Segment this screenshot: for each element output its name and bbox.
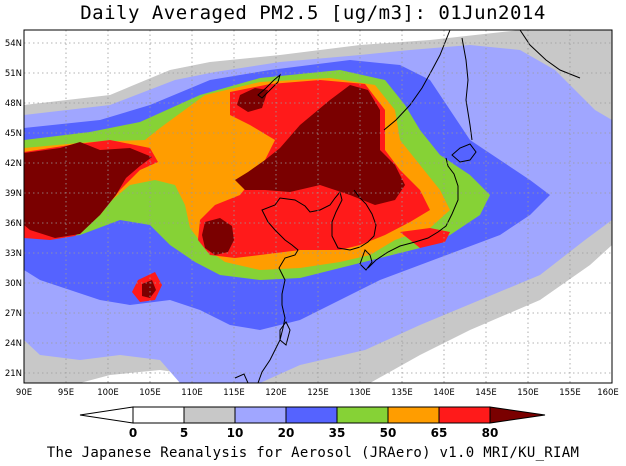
lat-label: 51N bbox=[5, 69, 22, 79]
lon-label: 140E bbox=[433, 388, 455, 398]
credit-line: The Japanese Reanalysis for Aerosol (JRA… bbox=[46, 445, 580, 461]
colorbar-segment bbox=[183, 406, 236, 424]
colorbar-label: 35 bbox=[329, 426, 346, 440]
lon-label: 135E bbox=[391, 388, 413, 398]
lat-label: 39N bbox=[5, 189, 22, 199]
colorbar bbox=[79, 406, 546, 424]
lon-label: 115E bbox=[223, 388, 245, 398]
colorbar-label: 20 bbox=[278, 426, 295, 440]
colorbar-label: 5 bbox=[180, 426, 188, 440]
colorbar-segment bbox=[336, 406, 389, 424]
russia-coast bbox=[383, 30, 451, 131]
colorbar-segment bbox=[438, 406, 491, 424]
colorbar-label: 0 bbox=[129, 426, 137, 440]
lon-axis-labels: 90E 95E 100E 105E 110E 115E 120E 125E 13… bbox=[16, 388, 619, 398]
lat-label: 21N bbox=[5, 369, 22, 379]
lon-label: 160E bbox=[597, 388, 619, 398]
map-frame bbox=[23, 29, 613, 384]
band-above-80 bbox=[24, 85, 405, 298]
coastlines bbox=[234, 30, 581, 383]
lat-label: 27N bbox=[5, 309, 22, 319]
lon-label: 145E bbox=[475, 388, 497, 398]
colorbar-upper-triangle bbox=[489, 406, 546, 424]
colorbar-segment bbox=[387, 406, 440, 424]
lat-label: 30N bbox=[5, 279, 22, 289]
lat-label: 54N bbox=[5, 39, 22, 49]
colorbar-segment bbox=[234, 406, 287, 424]
colorbar-label: 50 bbox=[380, 426, 397, 440]
colorbar-segment bbox=[132, 406, 185, 424]
lon-label: 150E bbox=[517, 388, 539, 398]
lon-label: 90E bbox=[16, 388, 32, 398]
gridlines bbox=[24, 30, 612, 383]
japan-hokkaido bbox=[451, 143, 477, 163]
japan-honshu bbox=[367, 157, 459, 269]
colorbar-label: 65 bbox=[431, 426, 448, 440]
lat-label: 24N bbox=[5, 339, 22, 349]
lat-label: 42N bbox=[5, 159, 22, 169]
lon-label: 130E bbox=[349, 388, 371, 398]
colorbar-lower-triangle bbox=[79, 406, 134, 424]
lon-label: 105E bbox=[139, 388, 161, 398]
map-title: Daily Averaged PM2.5 [ug/m3]: 01Jun2014 bbox=[80, 2, 546, 24]
lon-label: 110E bbox=[181, 388, 203, 398]
lake-baikal bbox=[257, 73, 281, 99]
colorbar-segment bbox=[285, 406, 338, 424]
lat-label: 48N bbox=[5, 99, 22, 109]
colorbar-label: 80 bbox=[482, 426, 499, 440]
lat-label: 36N bbox=[5, 219, 22, 229]
colorbar-labels: 0 5 10 20 35 50 65 80 bbox=[129, 426, 499, 440]
lat-axis-labels: 21N 24N 27N 30N 33N 36N 39N 42N 45N 48N … bbox=[5, 39, 22, 379]
lon-label: 95E bbox=[58, 388, 74, 398]
lon-label: 120E bbox=[265, 388, 287, 398]
concentration-field bbox=[24, 30, 612, 383]
taiwan bbox=[279, 321, 291, 346]
colorbar-label: 10 bbox=[227, 426, 244, 440]
lon-label: 125E bbox=[307, 388, 329, 398]
lat-label: 33N bbox=[5, 249, 22, 259]
hainan bbox=[234, 373, 249, 383]
lat-label: 45N bbox=[5, 129, 22, 139]
lon-label: 155E bbox=[559, 388, 581, 398]
china-coastline bbox=[257, 191, 341, 383]
sakhalin bbox=[461, 37, 473, 141]
kamchatka-coast bbox=[519, 30, 581, 79]
lon-label: 100E bbox=[97, 388, 119, 398]
japan-kyushu bbox=[359, 249, 373, 271]
